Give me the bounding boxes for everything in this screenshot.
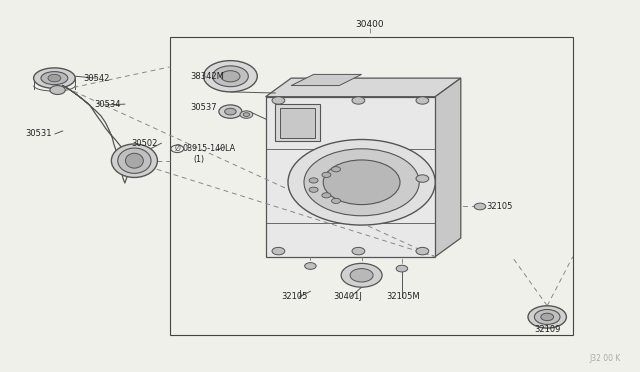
Text: 08915-140LA: 08915-140LA: [182, 144, 236, 153]
Text: J32 00 K: J32 00 K: [589, 354, 621, 363]
Ellipse shape: [118, 148, 151, 173]
Text: 38342M: 38342M: [191, 72, 225, 81]
Polygon shape: [266, 97, 435, 257]
Text: 32105M: 32105M: [386, 292, 420, 301]
Circle shape: [352, 97, 365, 104]
Circle shape: [240, 111, 253, 118]
Circle shape: [528, 306, 566, 328]
Circle shape: [416, 247, 429, 255]
Circle shape: [219, 105, 242, 118]
Circle shape: [332, 198, 340, 203]
Polygon shape: [275, 104, 320, 141]
Text: 30502: 30502: [131, 139, 157, 148]
Circle shape: [350, 269, 373, 282]
Circle shape: [48, 74, 61, 82]
Text: 32109: 32109: [534, 325, 561, 334]
Circle shape: [322, 172, 331, 177]
Bar: [170, 37, 573, 335]
Circle shape: [243, 113, 250, 116]
Circle shape: [416, 97, 429, 104]
Circle shape: [332, 167, 340, 172]
Text: 30534: 30534: [95, 100, 121, 109]
Circle shape: [272, 97, 285, 104]
Circle shape: [309, 178, 318, 183]
Text: Ø: Ø: [174, 144, 180, 153]
Circle shape: [323, 160, 400, 205]
Circle shape: [50, 86, 65, 94]
Polygon shape: [291, 74, 362, 86]
Circle shape: [416, 175, 429, 182]
Ellipse shape: [41, 71, 68, 84]
Circle shape: [396, 265, 408, 272]
Circle shape: [341, 263, 382, 287]
Circle shape: [474, 203, 486, 210]
Text: 30537: 30537: [191, 103, 218, 112]
Circle shape: [304, 149, 419, 216]
Ellipse shape: [34, 68, 76, 89]
Text: 32105: 32105: [282, 292, 308, 301]
Circle shape: [352, 247, 365, 255]
Circle shape: [212, 66, 248, 87]
Circle shape: [322, 193, 331, 198]
Circle shape: [288, 140, 435, 225]
Text: (1): (1): [193, 155, 204, 164]
Circle shape: [204, 61, 257, 92]
Text: 32105: 32105: [486, 202, 513, 211]
Polygon shape: [266, 78, 461, 97]
Circle shape: [541, 313, 554, 321]
Circle shape: [221, 71, 240, 82]
Circle shape: [272, 247, 285, 255]
Circle shape: [225, 108, 236, 115]
Ellipse shape: [111, 144, 157, 177]
Circle shape: [534, 310, 560, 324]
Polygon shape: [435, 78, 461, 257]
Text: 30400: 30400: [356, 20, 384, 29]
Polygon shape: [280, 108, 315, 138]
Circle shape: [305, 263, 316, 269]
Text: 30542: 30542: [83, 74, 109, 83]
Text: 30401J: 30401J: [333, 292, 362, 301]
Circle shape: [309, 187, 318, 192]
Ellipse shape: [125, 153, 143, 168]
Text: 30531: 30531: [26, 129, 52, 138]
